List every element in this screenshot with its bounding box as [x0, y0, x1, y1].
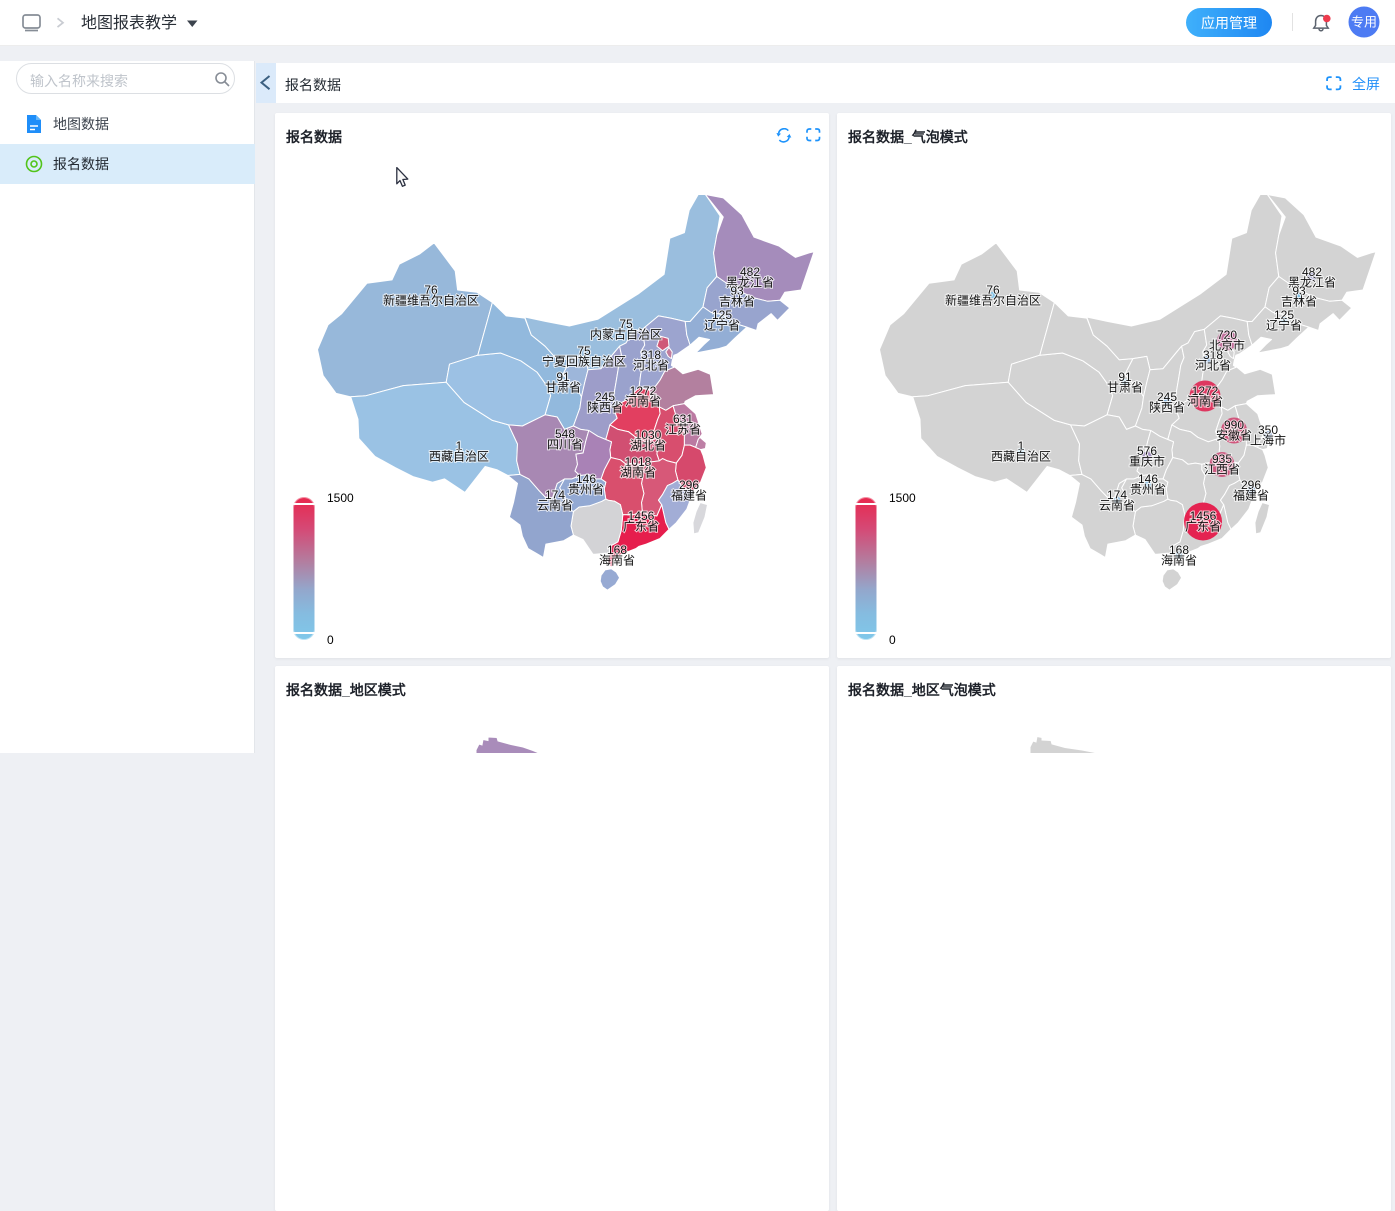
svg-text:76: 76: [424, 283, 438, 297]
svg-text:北京市: 北京市: [1209, 338, 1245, 353]
svg-text:548: 548: [555, 427, 575, 441]
svg-text:91: 91: [556, 370, 570, 384]
svg-text:西藏自治区: 西藏自治区: [429, 450, 489, 464]
svg-text:174: 174: [1107, 488, 1127, 502]
svg-text:专用: 专用: [1351, 15, 1377, 30]
svg-text:贵州省: 贵州省: [568, 483, 604, 497]
svg-text:上海市: 上海市: [1250, 433, 1286, 448]
svg-text:云南省: 云南省: [1099, 498, 1135, 513]
svg-text:1272: 1272: [1192, 384, 1219, 398]
svg-text:海南省: 海南省: [599, 553, 635, 568]
svg-text:海南省: 海南省: [1161, 553, 1197, 568]
svg-text:福建省: 福建省: [1233, 488, 1269, 503]
svg-text:地图报表教学: 地图报表教学: [81, 14, 177, 32]
svg-text:湖北省: 湖北省: [630, 438, 666, 453]
svg-text:辽宁省: 辽宁省: [1266, 318, 1302, 333]
svg-text:245: 245: [1157, 390, 1177, 404]
svg-text:482: 482: [1302, 265, 1322, 279]
svg-text:1018: 1018: [625, 455, 652, 469]
svg-text:1456: 1456: [628, 509, 655, 523]
svg-text:125: 125: [1274, 308, 1294, 322]
svg-text:91: 91: [1118, 370, 1132, 384]
svg-text:631: 631: [673, 412, 693, 426]
svg-text:黑龙江省: 黑龙江省: [1288, 276, 1336, 290]
svg-text:河南省: 河南省: [1187, 394, 1223, 409]
svg-text:西藏自治区: 西藏自治区: [991, 450, 1051, 464]
svg-text:93: 93: [730, 284, 744, 298]
svg-text:云南省: 云南省: [537, 498, 573, 513]
svg-text:318: 318: [1203, 348, 1223, 362]
svg-text:江苏省: 江苏省: [665, 423, 701, 437]
svg-text:陕西省: 陕西省: [587, 400, 623, 415]
svg-text:174: 174: [545, 488, 565, 502]
svg-text:296: 296: [1241, 478, 1261, 492]
svg-text:甘肃省: 甘肃省: [545, 381, 581, 395]
svg-text:河南省: 河南省: [625, 394, 661, 409]
svg-text:内蒙古自治区: 内蒙古自治区: [590, 327, 662, 342]
svg-text:720: 720: [1217, 328, 1237, 342]
svg-text:四川省: 四川省: [547, 438, 583, 452]
svg-text:75: 75: [577, 344, 591, 358]
svg-text:广东省: 广东省: [623, 520, 659, 534]
svg-text:黑龙江省: 黑龙江省: [726, 276, 774, 290]
svg-text:吉林省: 吉林省: [719, 295, 755, 309]
svg-text:168: 168: [607, 543, 627, 557]
svg-text:宁夏回族自治区: 宁夏回族自治区: [542, 354, 626, 369]
svg-text:甘肃省: 甘肃省: [1107, 381, 1143, 395]
svg-text:318: 318: [641, 348, 661, 362]
svg-text:146: 146: [576, 472, 596, 486]
svg-text:1456: 1456: [1190, 509, 1217, 523]
svg-text:重庆市: 重庆市: [1129, 454, 1165, 469]
svg-text:应用管理: 应用管理: [1201, 15, 1257, 31]
svg-text:1030: 1030: [635, 428, 662, 442]
svg-text:1: 1: [456, 439, 463, 453]
svg-text:146: 146: [1138, 472, 1158, 486]
svg-text:576: 576: [1137, 444, 1157, 458]
svg-text:新疆维吾尔自治区: 新疆维吾尔自治区: [383, 293, 479, 308]
svg-text:贵州省: 贵州省: [1130, 483, 1166, 497]
svg-text:河北省: 河北省: [1195, 359, 1231, 373]
svg-text:辽宁省: 辽宁省: [704, 318, 740, 333]
svg-text:广东省: 广东省: [1185, 520, 1221, 534]
svg-text:1272: 1272: [630, 384, 657, 398]
svg-text:吉林省: 吉林省: [1281, 295, 1317, 309]
svg-text:935: 935: [1212, 452, 1232, 466]
svg-text:245: 245: [595, 390, 615, 404]
svg-text:1: 1: [1018, 439, 1025, 453]
svg-text:76: 76: [986, 283, 1000, 297]
svg-text:陕西省: 陕西省: [1149, 400, 1185, 415]
svg-text:安徽省: 安徽省: [1216, 428, 1252, 443]
svg-text:河北省: 河北省: [633, 359, 669, 373]
svg-text:350: 350: [1258, 423, 1278, 437]
svg-text:75: 75: [619, 317, 633, 331]
svg-text:93: 93: [1292, 284, 1306, 298]
svg-text:福建省: 福建省: [671, 488, 707, 503]
svg-text:125: 125: [712, 308, 732, 322]
svg-text:296: 296: [679, 478, 699, 492]
svg-text:湖南省: 湖南省: [620, 465, 656, 480]
svg-text:990: 990: [1224, 418, 1244, 432]
svg-text:168: 168: [1169, 543, 1189, 557]
svg-text:新疆维吾尔自治区: 新疆维吾尔自治区: [945, 293, 1041, 308]
svg-text:482: 482: [740, 265, 760, 279]
svg-text:江西省: 江西省: [1204, 463, 1240, 477]
